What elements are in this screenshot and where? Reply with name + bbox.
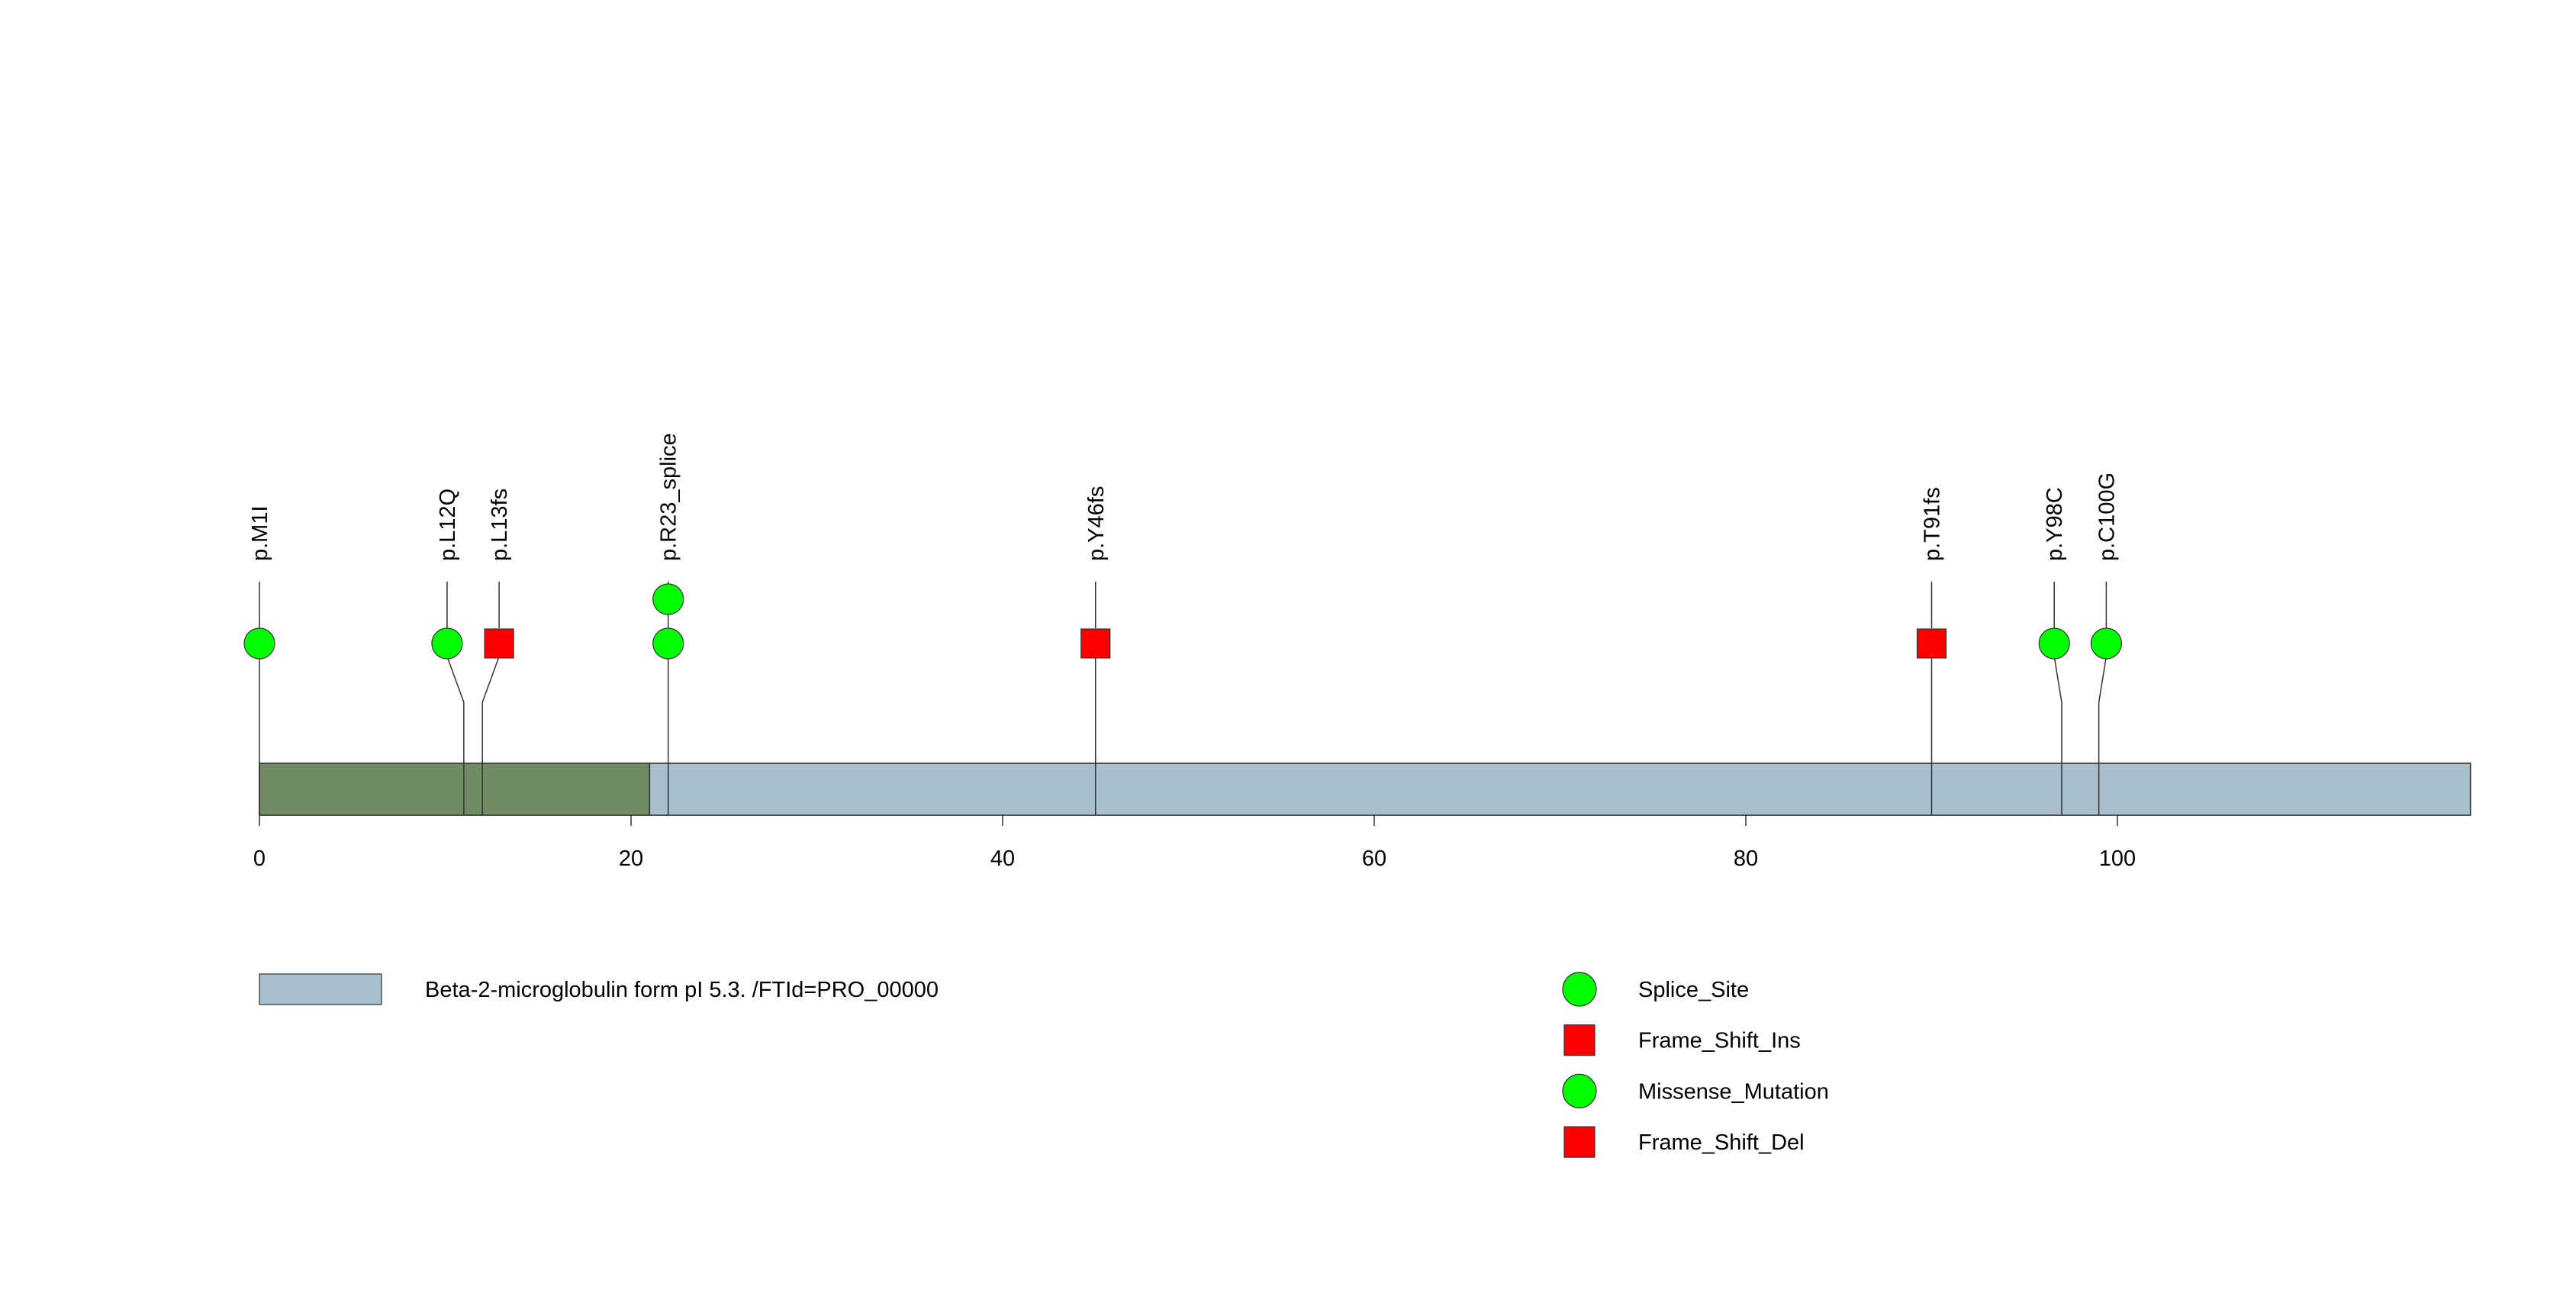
x-tick-label-100: 100 xyxy=(2099,847,2136,871)
mutation-label-p-y46fs: p.Y46fs xyxy=(1084,486,1109,561)
legend-label-splice-site: Splice_Site xyxy=(1638,978,1749,1002)
marker-p-y98c-0[interactable] xyxy=(2038,627,2070,660)
mutation-label-p-l13fs: p.L13fs xyxy=(488,489,512,561)
x-tick-label-80: 80 xyxy=(1734,847,1758,871)
protein-domain-layer xyxy=(259,763,2471,816)
marker-p-c100g-0[interactable] xyxy=(2090,627,2122,660)
legend-swatch-frame-shift-ins xyxy=(1563,1024,1596,1056)
legend-label-frame-shift-ins: Frame_Shift_Ins xyxy=(1638,1029,1801,1053)
marker-p-t91fs-0[interactable] xyxy=(1916,628,1947,659)
legend-swatch-missense-mutation xyxy=(1562,1073,1597,1109)
legend: Beta-2-microglobulin form pI 5.3. /FTId=… xyxy=(259,972,1829,1158)
mutation-label-p-y98c: p.Y98C xyxy=(2043,487,2067,561)
marker-p-r23-splice-1[interactable] xyxy=(652,583,684,615)
marker-p-l12q-0[interactable] xyxy=(431,627,463,660)
mutation-label-p-t91fs: p.T91fs xyxy=(1921,487,1945,561)
mutation-label-p-m1i: p.M1I xyxy=(248,505,272,561)
legend-label-frame-shift-del: Frame_Shift_Del xyxy=(1638,1130,1805,1155)
marker-p-r23-splice-0[interactable] xyxy=(652,627,684,660)
legend-swatch-frame-shift-del xyxy=(1563,1126,1596,1158)
mutation-label-p-c100g: p.C100G xyxy=(2095,472,2119,561)
marker-p-m1i-0[interactable] xyxy=(243,627,275,660)
marker-p-l13fs-0[interactable] xyxy=(484,628,514,659)
x-tick-label-0: 0 xyxy=(253,847,266,871)
marker-p-y46fs-0[interactable] xyxy=(1080,628,1111,659)
legend-label-missense-mutation: Missense_Mutation xyxy=(1638,1079,1829,1104)
domain-bar-0 xyxy=(259,763,651,816)
mutation-label-p-r23-splice: p.R23_splice xyxy=(657,433,681,561)
mutation-labels: p.M1I p.L12Q p.L13fs p.R23_splice p.Y46fs p.T… xyxy=(248,433,2119,561)
mutation-markers xyxy=(243,583,2122,660)
mutation-label-p-l12q: p.L12Q xyxy=(436,489,460,561)
legend-domain-swatch-0 xyxy=(259,973,382,1005)
x-tick-label-20: 20 xyxy=(619,847,643,871)
domain-bar-1 xyxy=(649,763,2471,816)
x-tick-label-40: 40 xyxy=(990,847,1015,871)
x-tick-label-60: 60 xyxy=(1362,847,1386,871)
x-axis: 0 20 40 60 80 100 xyxy=(253,815,2136,871)
legend-domain-label-0: Beta-2-microglobulin form pI 5.3. /FTId=… xyxy=(425,978,939,1002)
legend-swatch-splice-site xyxy=(1562,972,1597,1007)
